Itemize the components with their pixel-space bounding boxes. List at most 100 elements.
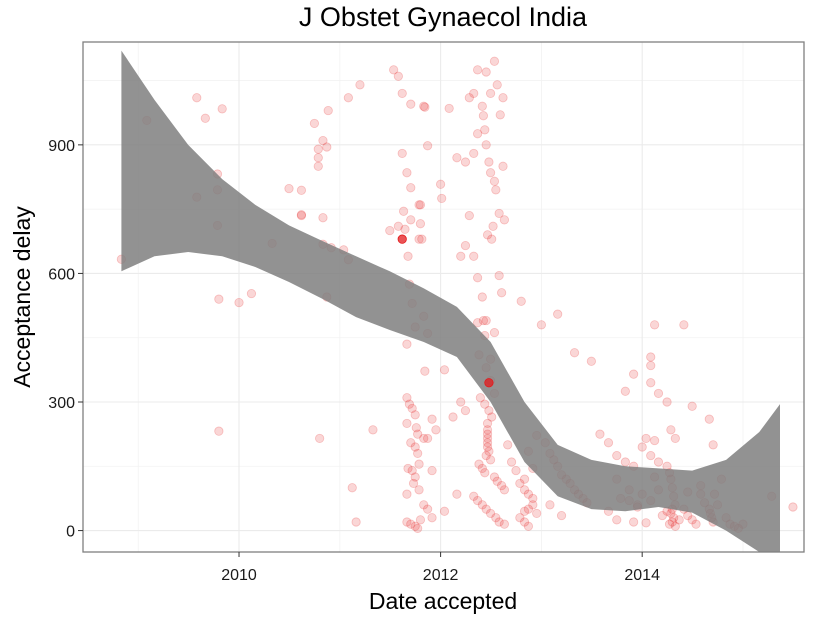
data-point	[473, 273, 483, 283]
data-point	[545, 500, 555, 510]
data-point	[657, 510, 667, 521]
data-point	[417, 234, 427, 244]
data-point	[406, 183, 416, 193]
data-point	[411, 423, 421, 433]
data-point	[444, 103, 454, 114]
data-point-highlight	[484, 378, 494, 388]
data-point	[667, 517, 677, 527]
data-point	[402, 168, 412, 178]
data-point	[406, 99, 416, 109]
data-point	[318, 135, 328, 146]
data-point	[497, 480, 507, 491]
data-point	[528, 493, 538, 504]
data-point	[629, 369, 639, 379]
data-point	[420, 102, 430, 112]
data-point	[200, 113, 210, 123]
data-point	[473, 65, 483, 75]
data-point	[498, 93, 508, 103]
data-point	[452, 489, 462, 499]
data-point	[480, 468, 490, 478]
data-point	[406, 438, 416, 448]
data-point	[595, 429, 605, 439]
data-point	[477, 292, 487, 302]
data-point	[492, 80, 502, 90]
data-point	[474, 459, 484, 469]
data-point	[612, 450, 622, 461]
data-point	[322, 142, 332, 152]
data-point	[410, 521, 420, 531]
data-point	[414, 234, 424, 244]
data-point	[484, 405, 494, 416]
data-point	[460, 240, 471, 251]
data-point	[406, 519, 416, 529]
data-point	[385, 225, 395, 236]
data-point	[475, 393, 485, 403]
data-point	[456, 397, 466, 407]
data-point	[460, 405, 471, 416]
data-point	[477, 101, 487, 111]
data-point	[553, 309, 563, 319]
data-point	[481, 67, 491, 77]
data-point	[284, 183, 294, 194]
data-point	[482, 433, 493, 444]
data-point	[491, 185, 501, 195]
data-point	[397, 148, 407, 159]
data-point	[414, 459, 424, 469]
data-point	[481, 504, 491, 514]
data-point	[494, 208, 504, 219]
data-point	[427, 513, 437, 523]
data-point	[413, 448, 423, 459]
data-point	[214, 294, 224, 304]
data-point	[460, 157, 471, 167]
data-point	[536, 320, 546, 330]
data-point	[489, 327, 500, 338]
data-point	[641, 518, 651, 528]
data-point	[469, 148, 479, 159]
data-point	[313, 144, 323, 154]
data-point	[519, 485, 530, 495]
data-point	[402, 393, 412, 403]
data-point	[323, 105, 333, 116]
data-point	[309, 118, 320, 129]
data-point	[419, 433, 429, 444]
data-point	[482, 425, 493, 435]
data-point	[674, 515, 684, 525]
data-point	[410, 472, 420, 482]
data-point	[413, 429, 423, 439]
data-point	[687, 401, 697, 411]
data-point	[523, 504, 534, 514]
data-point	[494, 517, 504, 527]
data-point	[407, 403, 417, 414]
data-point	[452, 153, 462, 163]
data-point	[436, 179, 446, 189]
data-point	[489, 56, 500, 66]
y-axis-title: Acceptance delay	[9, 206, 35, 388]
data-point	[670, 433, 680, 444]
data-point	[556, 510, 567, 521]
data-point	[296, 210, 307, 221]
x-tick-label: 2010	[221, 567, 257, 584]
smooth-band-layer	[121, 50, 780, 552]
data-point	[437, 193, 447, 204]
data-point	[407, 465, 417, 476]
data-point	[482, 442, 493, 452]
data-point	[489, 472, 500, 482]
data-point	[415, 219, 426, 229]
data-point	[427, 414, 437, 424]
data-point	[473, 495, 483, 506]
data-point	[646, 360, 656, 371]
data-point	[296, 210, 307, 220]
chart-title: J Obstet Gynaecol India	[299, 2, 588, 32]
data-point	[641, 433, 651, 444]
data-point	[481, 450, 491, 461]
data-point	[431, 425, 441, 435]
data-point	[423, 433, 433, 444]
data-point	[400, 224, 410, 234]
data-point	[687, 515, 697, 525]
data-point	[499, 485, 509, 495]
data-point	[603, 438, 614, 448]
data-point	[477, 463, 487, 474]
data-point	[234, 297, 244, 308]
data-point	[473, 318, 483, 328]
